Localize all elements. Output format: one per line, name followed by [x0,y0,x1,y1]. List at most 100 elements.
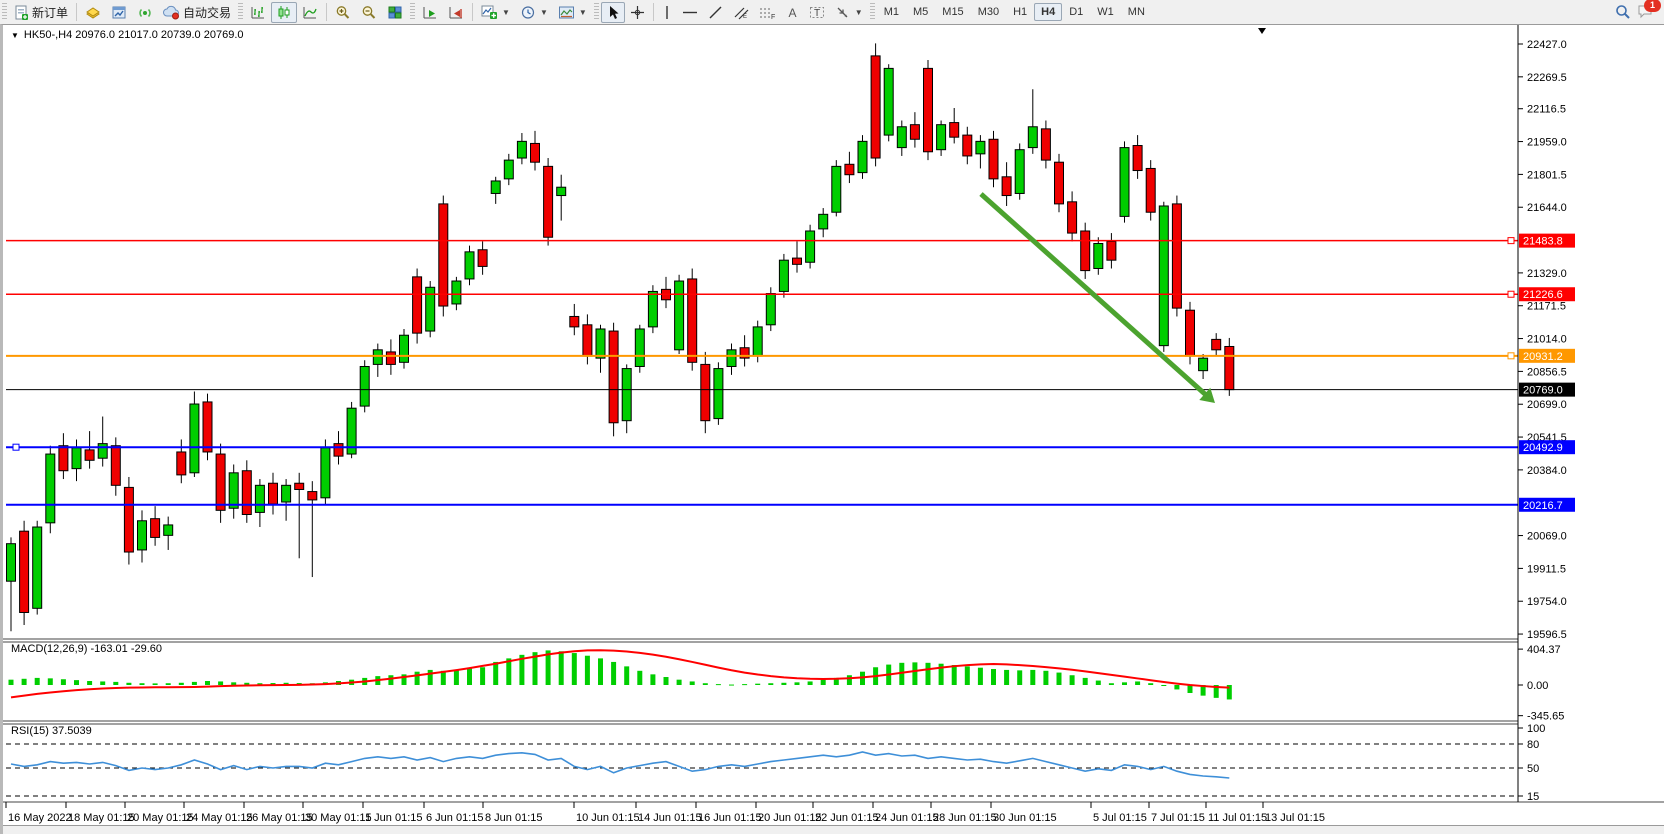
svg-text:16 May 2022: 16 May 2022 [8,812,72,824]
svg-text:F: F [771,14,775,20]
periods-button[interactable]: ▼ [515,2,553,23]
chart-title: ▼ HK50-,H4 20976.0 21017.0 20739.0 20769… [11,29,244,41]
auto-trading-button[interactable]: 自动交易 [158,1,236,24]
svg-text:20492.9: 20492.9 [1523,442,1563,454]
search-icon[interactable] [1615,4,1631,20]
separator [76,3,78,21]
chart-window-button[interactable] [106,2,132,23]
svg-text:100: 100 [1527,723,1545,735]
chart-menu-triangle-icon[interactable]: ▼ [11,30,19,40]
crosshair-tool-button[interactable] [625,2,650,23]
svg-text:30 Jun 01:15: 30 Jun 01:15 [993,812,1057,824]
label-tool-button[interactable]: T [804,2,830,23]
signal-icon [139,8,151,17]
caret-down-icon: ▼ [854,7,863,17]
svg-text:6 Jun 01:15: 6 Jun 01:15 [426,812,484,824]
svg-text:21329.0: 21329.0 [1527,268,1567,280]
timeframe-m5[interactable]: M5 [913,6,929,18]
timeframe-h1[interactable]: H1 [1013,6,1028,18]
text-tool-button[interactable]: A [781,2,804,23]
text-label-icon: T [809,6,824,19]
svg-text:22 Jun 01:15: 22 Jun 01:15 [815,812,879,824]
toolbar-grip[interactable] [410,3,416,21]
svg-text:1 Jun 01:15: 1 Jun 01:15 [365,812,423,824]
svg-text:28 Jun 01:15: 28 Jun 01:15 [933,812,997,824]
channel-tool-button[interactable]: E [728,2,754,23]
timeframe-h4[interactable]: H4 [1034,3,1063,21]
svg-text:T: T [814,8,820,19]
chart-shift-button[interactable] [443,2,469,23]
svg-text:21483.8: 21483.8 [1523,236,1563,248]
line-chart-mode-button[interactable] [297,2,323,23]
timeframe-mn[interactable]: MN [1127,6,1145,18]
clock-icon [521,5,535,19]
gold-book-icon [86,6,100,19]
svg-text:19754.0: 19754.0 [1527,596,1567,608]
signals-button[interactable] [132,2,158,23]
tile-windows-button[interactable] [382,2,408,23]
fibonacci-tool-button[interactable]: F [754,2,781,23]
horizontal-line-tool-button[interactable] [677,2,703,23]
separator [326,3,328,21]
chart-canvas[interactable]: 22427.0 22269.5 22116.5 21959.0 21801.5 21644… [3,25,1664,826]
new-order-button[interactable]: 新订单 [9,1,73,24]
notifications-button[interactable]: 1 [1637,0,1661,22]
svg-text:14 Jun 01:15: 14 Jun 01:15 [638,812,702,824]
timeframe-w1[interactable]: W1 [1097,6,1114,18]
zoom-in-button[interactable] [330,2,356,23]
arrows-shapes-icon [837,7,848,17]
timeframe-d1[interactable]: D1 [1069,6,1084,18]
svg-text:20 May 01:15: 20 May 01:15 [127,812,194,824]
trendline-tool-button[interactable] [703,2,728,23]
auto-trading-label: 自动交易 [183,5,232,20]
bottom-strip [3,825,1664,834]
macd-pane: 404.37 0.00 -345.65 [8,644,1564,723]
new-order-icon [15,5,28,20]
timeframe-m30[interactable]: M30 [977,6,1000,18]
tile-windows-icon [388,6,402,18]
templates-button[interactable]: ▼ [553,2,592,23]
toolbar-grip[interactable] [869,3,875,21]
shapes-tool-button[interactable]: ▼ [830,2,868,23]
toolbar-grip[interactable] [593,3,599,21]
toolbar-grip[interactable] [2,3,7,21]
add-indicator-icon [481,5,498,19]
main-toolbar: 新订单 [0,0,1664,25]
svg-text:50: 50 [1527,763,1539,775]
svg-text:30 May 01:15: 30 May 01:15 [305,812,372,824]
svg-text:16 Jun 01:15: 16 Jun 01:15 [698,812,762,824]
horizontal-lines [6,237,1518,506]
vertical-line-tool-button[interactable] [657,2,677,23]
macd-indicator-label: MACD(12,26,9) -163.01 -29.60 [11,643,163,655]
svg-text:21014.0: 21014.0 [1527,334,1567,346]
notification-badge: 1 [1644,0,1661,12]
zoom-out-button[interactable] [356,2,382,23]
rsi-pane: 100 80 50 15 [6,723,1545,803]
fibonacci-icon: F [759,8,775,20]
svg-text:20069.0: 20069.0 [1527,531,1567,543]
cursor-tool-button[interactable] [600,1,625,23]
trend-arrow [979,192,1215,403]
auto-scroll-button[interactable] [417,2,443,23]
toolbar-grip[interactable] [238,3,244,21]
zoom-out-icon [362,5,376,19]
indicators-button[interactable]: ▼ [476,1,515,23]
bar-chart-mode-button[interactable] [245,2,271,23]
svg-text:21226.6: 21226.6 [1523,289,1563,301]
svg-text:20384.0: 20384.0 [1527,465,1567,477]
price-axis: 22427.0 22269.5 22116.5 21959.0 21801.5 21644… [1518,39,1575,641]
chart-window-icon [112,6,126,18]
svg-text:21801.5: 21801.5 [1527,169,1567,181]
market-watch-button[interactable] [80,2,106,23]
bar-shift-marker [1258,28,1266,34]
timeframe-m15[interactable]: M15 [942,6,964,18]
timeframe-bar: M1 M5 M15 M30 H1 H4 D1 W1 MN [877,0,1152,24]
svg-text:26 May 01:15: 26 May 01:15 [246,812,313,824]
svg-text:20 Jun 01:15: 20 Jun 01:15 [758,812,822,824]
svg-text:A: A [788,6,796,20]
svg-text:19596.5: 19596.5 [1527,629,1567,641]
candlestick-mode-button[interactable] [271,1,298,23]
timeframe-m1[interactable]: M1 [883,6,899,18]
svg-text:10 Jun 01:15: 10 Jun 01:15 [576,812,640,824]
